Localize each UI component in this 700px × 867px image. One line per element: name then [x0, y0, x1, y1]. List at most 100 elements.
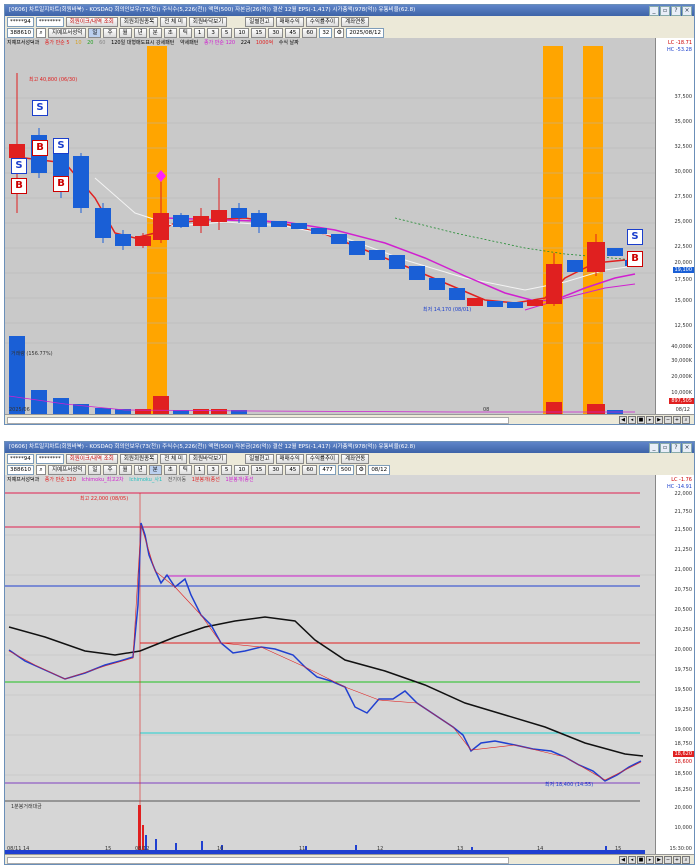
bottom-chart-area[interactable]: 지예프서성덕과 종가 만순 120 Ichimoku_최고2차 Ichimoku…: [5, 475, 694, 854]
nav-first-icon[interactable]: ◀: [619, 416, 627, 424]
stock-code-input[interactable]: 388610: [7, 464, 34, 475]
daily-balance-button[interactable]: 일별현고: [245, 453, 274, 464]
search-icon[interactable]: ⌕: [36, 27, 46, 38]
bottom-view-button[interactable]: 회원바닥보기: [188, 16, 228, 27]
daily-balance-button[interactable]: 일별현고: [245, 16, 274, 27]
top-chart-area[interactable]: 지예프서성덕과 종가 만순 5 10 20 60 120일 대형매도표시 강세패…: [5, 38, 694, 414]
close-icon[interactable]: ×: [682, 6, 692, 16]
low-price-label: 최저 14,170 (08/01): [423, 307, 472, 313]
profit-trend-button[interactable]: 수익률추이: [305, 16, 340, 27]
query-button[interactable]: 회원이크/내역 조회: [65, 453, 118, 464]
zoom-out-icon[interactable]: −: [664, 856, 672, 864]
nav-first-icon[interactable]: ◀: [619, 856, 627, 864]
all-button[interactable]: 전 체 미: [160, 16, 187, 27]
period-day-button[interactable]: 일: [88, 464, 102, 475]
stock-name-label[interactable]: 지예프서성덕: [48, 27, 87, 38]
bottom-status-bar: ◀ ◂ ■ ▸ ▶ − + ⌕: [5, 854, 694, 864]
zoom-out-icon[interactable]: −: [664, 416, 672, 424]
period-month-button[interactable]: 월: [118, 464, 132, 475]
zoom-in-icon[interactable]: +: [673, 416, 681, 424]
stocks-button[interactable]: 회원회원종목: [119, 453, 159, 464]
interval-30[interactable]: 30: [268, 464, 284, 475]
nav-prev-icon[interactable]: ◂: [628, 856, 636, 864]
period-year-button[interactable]: 년: [133, 464, 147, 475]
interval-15[interactable]: 15: [251, 464, 267, 475]
top-window-title: [0606] 차트일지차트(회원바북) - KOSDAQ 회의인보우(73(천)…: [9, 7, 416, 13]
top-scrollbar[interactable]: [7, 417, 509, 424]
stock-code-input[interactable]: 388610: [7, 27, 34, 38]
volume-bar: [95, 408, 111, 414]
period-minute-button[interactable]: 분: [148, 27, 162, 38]
period-minute-button[interactable]: 분: [148, 464, 162, 475]
period-year-button[interactable]: 년: [133, 27, 147, 38]
period-second-button[interactable]: 초: [163, 27, 177, 38]
zoom-in-icon[interactable]: +: [673, 856, 681, 864]
nav-last-icon[interactable]: ▶: [655, 416, 663, 424]
magnify-icon[interactable]: ⌕: [682, 416, 690, 424]
interval-10[interactable]: 10: [234, 464, 250, 475]
interval-60[interactable]: 60: [302, 27, 318, 38]
close-icon[interactable]: ×: [682, 443, 692, 453]
minimize-icon[interactable]: _: [649, 6, 659, 16]
period-tick-button[interactable]: 틱: [178, 464, 192, 475]
minimize-icon[interactable]: _: [649, 443, 659, 453]
query-button[interactable]: 회원이크/내역 조회: [65, 16, 118, 27]
bottom-view-button[interactable]: 회원바닥보기: [188, 453, 228, 464]
interval-1[interactable]: 1: [193, 27, 206, 38]
period-tick-button[interactable]: 틱: [178, 27, 192, 38]
interval-5[interactable]: 5: [220, 464, 233, 475]
interval-45[interactable]: 45: [285, 464, 301, 475]
interval-10[interactable]: 10: [234, 27, 250, 38]
interval-3[interactable]: 3: [207, 464, 219, 475]
account-input[interactable]: *****94: [7, 453, 34, 464]
x-axis-label: 15: [615, 846, 622, 852]
count-input-2[interactable]: 500: [337, 464, 355, 475]
settings-icon[interactable]: ⚙: [334, 27, 345, 38]
nav-pause-icon[interactable]: ■: [637, 856, 645, 864]
interval-30[interactable]: 30: [268, 27, 284, 38]
interval-15[interactable]: 15: [251, 27, 267, 38]
price-tick: 20,500: [674, 607, 693, 613]
period-day-button[interactable]: 일: [88, 27, 102, 38]
interval-3[interactable]: 3: [207, 27, 219, 38]
interval-60[interactable]: 60: [302, 464, 318, 475]
nav-next-icon[interactable]: ▸: [646, 416, 654, 424]
search-icon[interactable]: ⌕: [36, 464, 46, 475]
password-input[interactable]: ********: [35, 453, 64, 464]
account-link-checkbox[interactable]: 계좌연동: [341, 453, 370, 464]
help-icon[interactable]: ?: [671, 443, 681, 453]
trade-profit-button[interactable]: 매매수익: [275, 16, 304, 27]
account-link-checkbox[interactable]: 계좌연동: [341, 16, 370, 27]
trade-profit-button[interactable]: 매매수익: [275, 453, 304, 464]
nav-pause-icon[interactable]: ■: [637, 416, 645, 424]
help-icon[interactable]: ?: [671, 6, 681, 16]
stocks-button[interactable]: 회원회원종목: [119, 16, 159, 27]
date-input[interactable]: 2025/08/12: [346, 27, 385, 38]
account-input[interactable]: *****94: [7, 16, 34, 27]
interval-45[interactable]: 45: [285, 27, 301, 38]
profit-trend-button[interactable]: 수익률추이: [305, 453, 340, 464]
period-second-button[interactable]: 초: [163, 464, 177, 475]
period-week-button[interactable]: 주: [103, 27, 117, 38]
bottom-scrollbar[interactable]: [7, 857, 509, 864]
interval-1[interactable]: 1: [193, 464, 206, 475]
interval-5[interactable]: 5: [220, 27, 233, 38]
count-input[interactable]: 477: [319, 464, 336, 475]
price-tick: 21,000: [674, 567, 693, 573]
settings-icon[interactable]: ⚙: [356, 464, 367, 475]
period-month-button[interactable]: 월: [118, 27, 132, 38]
nav-next-icon[interactable]: ▸: [646, 856, 654, 864]
all-button[interactable]: 전 체 미: [160, 453, 187, 464]
x-axis-label: 08/12: [135, 846, 150, 852]
stock-name-label[interactable]: 지예프서성덕: [48, 464, 87, 475]
count-input[interactable]: 32: [319, 27, 333, 38]
nav-last-icon[interactable]: ▶: [655, 856, 663, 864]
restore-icon[interactable]: ▫: [660, 6, 670, 16]
restore-icon[interactable]: ▫: [660, 443, 670, 453]
volume-bar: [153, 396, 169, 414]
date-input[interactable]: 08/12: [368, 464, 391, 475]
magnify-icon[interactable]: ⌕: [682, 856, 690, 864]
password-input[interactable]: ********: [35, 16, 64, 27]
nav-prev-icon[interactable]: ◂: [628, 416, 636, 424]
period-week-button[interactable]: 주: [103, 464, 117, 475]
